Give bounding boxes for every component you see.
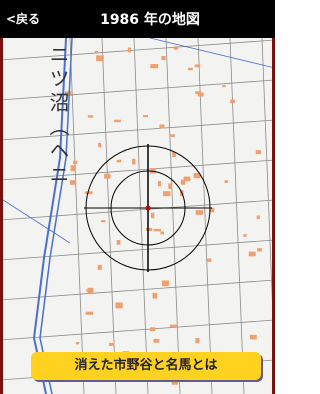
building — [168, 183, 172, 189]
building — [257, 248, 262, 251]
app-screen: <戻る 1986 年の地図 ニツ沼（ヘニ 消えた市野谷と名馬とは — [0, 0, 275, 394]
map-border — [272, 38, 275, 394]
building — [73, 161, 77, 164]
building — [98, 265, 102, 270]
building — [128, 48, 131, 53]
building — [109, 343, 114, 346]
building — [158, 181, 161, 186]
building — [146, 228, 152, 231]
building — [174, 46, 179, 49]
building — [225, 180, 228, 183]
building — [230, 100, 235, 104]
building — [195, 91, 201, 94]
building — [163, 191, 170, 196]
building — [257, 216, 260, 220]
building — [95, 51, 98, 53]
building — [207, 259, 211, 262]
map-border — [0, 38, 3, 394]
building — [170, 325, 177, 328]
building — [243, 234, 246, 237]
building — [162, 281, 169, 287]
building — [85, 191, 93, 194]
building — [104, 174, 110, 179]
building — [117, 240, 121, 245]
info-button[interactable]: 消えた市野谷と名馬とは — [31, 352, 261, 380]
building — [222, 85, 226, 87]
screen-title: 1986 年の地図 — [60, 9, 240, 29]
building — [88, 115, 93, 117]
building — [188, 68, 193, 70]
center-dot — [146, 206, 151, 211]
building — [115, 303, 122, 309]
building — [195, 64, 201, 67]
building — [196, 210, 204, 215]
building — [249, 252, 256, 257]
building — [250, 335, 257, 340]
building — [154, 229, 162, 231]
building — [96, 55, 104, 61]
building — [195, 338, 199, 343]
building — [114, 120, 121, 123]
building — [256, 150, 261, 154]
building — [172, 380, 178, 385]
building — [184, 177, 191, 182]
building — [117, 160, 122, 163]
building — [143, 115, 148, 117]
map-label: ニツ沼（ヘニ — [44, 44, 73, 188]
building — [150, 64, 158, 68]
building — [170, 134, 175, 137]
building — [101, 220, 106, 222]
back-button[interactable]: <戻る — [6, 10, 40, 27]
building — [98, 143, 101, 147]
building — [154, 339, 160, 343]
building — [159, 125, 164, 129]
building — [151, 213, 154, 219]
building — [86, 312, 94, 315]
building — [88, 288, 94, 294]
top-bar: <戻る 1986 年の地図 — [0, 0, 275, 38]
building — [161, 232, 165, 235]
building — [132, 159, 135, 165]
building — [76, 342, 79, 344]
building — [150, 327, 155, 331]
map — [0, 38, 275, 394]
building — [153, 293, 158, 299]
building — [161, 56, 165, 60]
